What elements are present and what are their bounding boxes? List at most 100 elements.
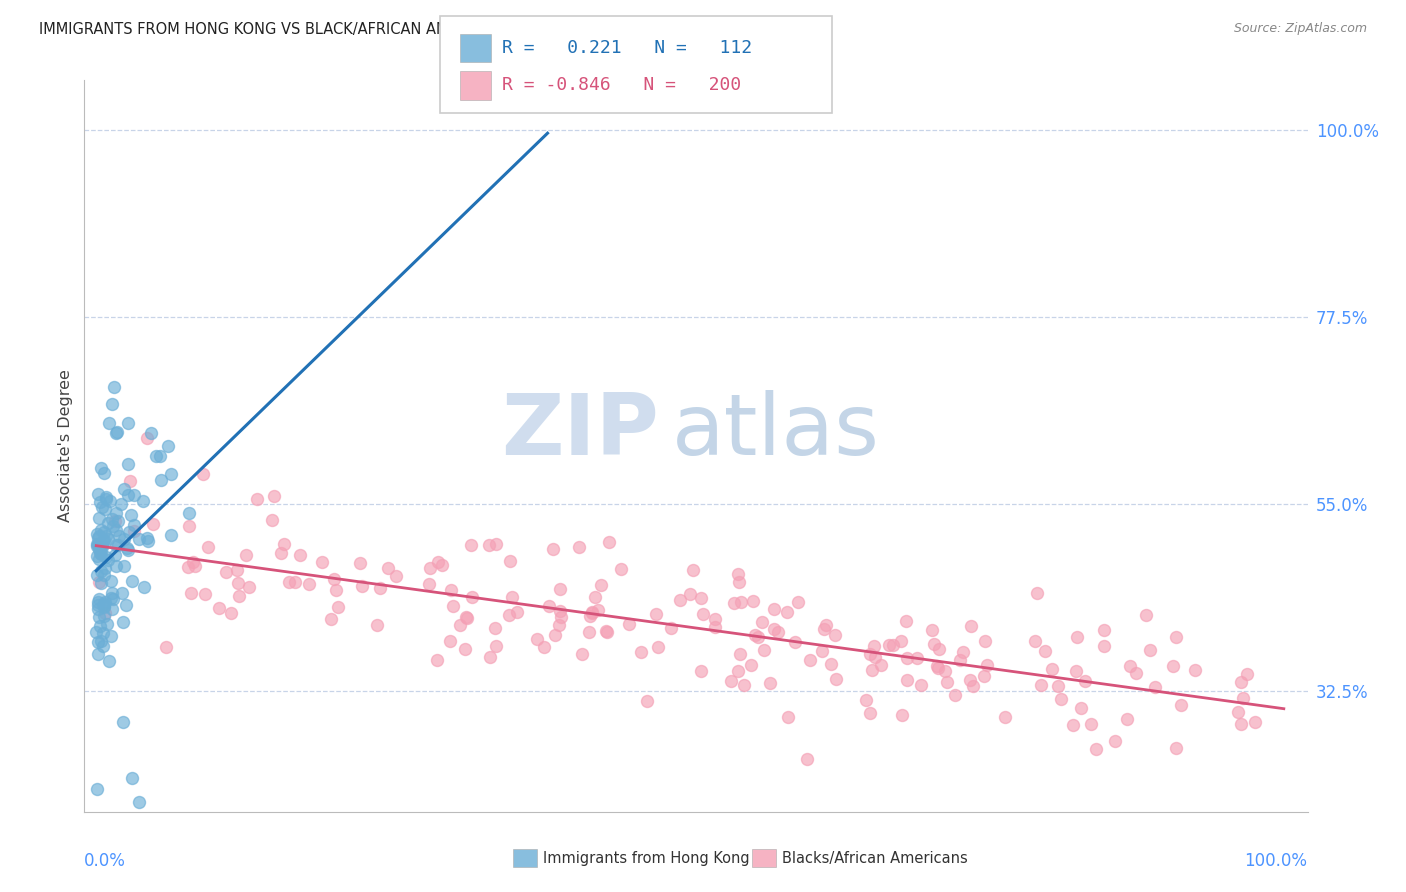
Point: [94, 550, 117, 565]
Point: [104, 523, 127, 537]
Point: [93, 599, 115, 614]
Point: [890, 707, 912, 722]
Point: [225, 563, 247, 577]
Point: [86, 598, 108, 612]
Point: [105, 425, 128, 439]
Point: [180, 586, 202, 600]
Point: [101, 602, 124, 616]
Point: [859, 648, 882, 662]
Point: [645, 607, 668, 622]
Point: [477, 538, 499, 552]
Point: [595, 624, 617, 639]
Point: [1125, 666, 1147, 681]
Point: [104, 514, 127, 528]
Point: [273, 537, 295, 551]
Point: [149, 450, 172, 464]
Point: [896, 673, 918, 687]
Point: [548, 604, 571, 618]
Point: [290, 548, 312, 562]
Point: [94, 561, 117, 575]
Point: [440, 583, 463, 598]
Point: [426, 653, 449, 667]
Point: [136, 534, 159, 549]
Point: [194, 587, 217, 601]
Point: [87, 610, 110, 624]
Point: [647, 640, 669, 654]
Point: [238, 581, 260, 595]
Point: [763, 622, 786, 636]
Point: [449, 618, 471, 632]
Point: [690, 591, 713, 606]
Point: [863, 639, 886, 653]
Point: [89, 495, 111, 509]
Point: [1029, 678, 1052, 692]
Point: [456, 611, 478, 625]
Point: [863, 650, 886, 665]
Point: [86, 539, 108, 553]
Point: [776, 709, 799, 723]
Point: [859, 706, 882, 720]
Point: [1243, 714, 1265, 729]
Point: [177, 519, 200, 533]
Point: [89, 546, 111, 560]
Point: [1236, 666, 1258, 681]
Point: [112, 482, 135, 496]
Point: [762, 602, 785, 616]
Point: [89, 619, 111, 633]
Point: [94, 607, 117, 621]
Point: [973, 669, 995, 683]
Point: [860, 663, 883, 677]
Point: [87, 601, 110, 615]
Point: [796, 752, 818, 766]
Point: [894, 614, 917, 628]
Point: [910, 678, 932, 692]
Point: [90, 523, 112, 537]
Point: [506, 605, 529, 619]
Point: [87, 511, 110, 525]
Point: [723, 596, 745, 610]
Point: [93, 466, 115, 480]
Point: [747, 630, 769, 644]
Point: [105, 425, 128, 440]
Point: [96, 617, 118, 632]
Point: [775, 605, 797, 619]
Point: [581, 606, 603, 620]
Point: [111, 586, 134, 600]
Point: [728, 648, 751, 662]
Point: [1094, 639, 1116, 653]
Point: [526, 632, 548, 646]
Point: [589, 578, 612, 592]
Point: [1092, 623, 1115, 637]
Point: [263, 489, 285, 503]
Point: [1033, 644, 1056, 658]
Point: [742, 593, 765, 607]
Point: [115, 599, 138, 613]
Point: [1164, 631, 1187, 645]
Point: [1161, 659, 1184, 673]
Point: [193, 467, 215, 481]
Point: [87, 634, 110, 648]
Point: [90, 540, 112, 554]
Point: [962, 679, 984, 693]
Point: [124, 517, 146, 532]
Point: [100, 574, 122, 588]
Point: [107, 514, 129, 528]
Point: [96, 492, 118, 507]
Point: [533, 640, 555, 654]
Point: [994, 710, 1017, 724]
Point: [925, 659, 948, 673]
Point: [485, 639, 508, 653]
Point: [349, 556, 371, 570]
Point: [93, 501, 115, 516]
Point: [583, 590, 606, 604]
Point: [952, 645, 974, 659]
Point: [117, 416, 139, 430]
Point: [120, 474, 142, 488]
Point: [89, 542, 111, 557]
Point: [766, 625, 789, 640]
Point: [498, 608, 520, 623]
Point: [1074, 674, 1097, 689]
Point: [87, 529, 110, 543]
Point: [86, 487, 108, 501]
Point: [928, 642, 950, 657]
